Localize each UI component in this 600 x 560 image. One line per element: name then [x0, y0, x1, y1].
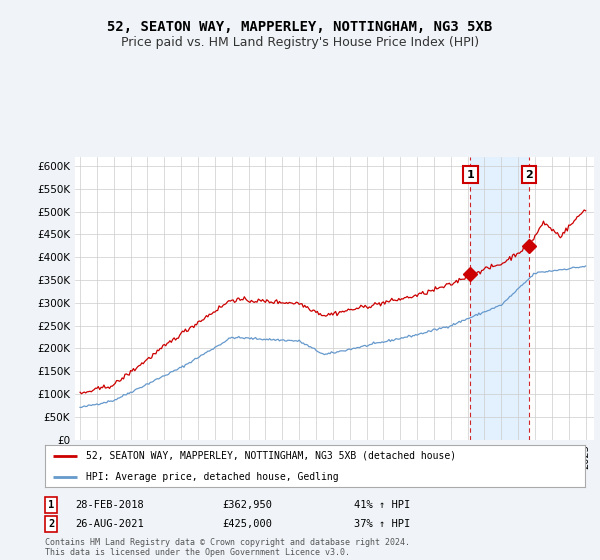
Text: 41% ↑ HPI: 41% ↑ HPI	[354, 500, 410, 510]
Text: 28-FEB-2018: 28-FEB-2018	[75, 500, 144, 510]
Bar	[470, 157, 529, 440]
Text: 2: 2	[525, 170, 533, 180]
Text: 2: 2	[48, 519, 54, 529]
Text: HPI: Average price, detached house, Gedling: HPI: Average price, detached house, Gedl…	[86, 472, 338, 482]
Text: 1: 1	[466, 170, 474, 180]
Text: Contains HM Land Registry data © Crown copyright and database right 2024.
This d: Contains HM Land Registry data © Crown c…	[45, 538, 410, 557]
Text: £425,000: £425,000	[222, 519, 272, 529]
Text: 1: 1	[48, 500, 54, 510]
Text: 52, SEATON WAY, MAPPERLEY, NOTTINGHAM, NG3 5XB: 52, SEATON WAY, MAPPERLEY, NOTTINGHAM, N…	[107, 20, 493, 34]
Text: 26-AUG-2021: 26-AUG-2021	[75, 519, 144, 529]
Text: 37% ↑ HPI: 37% ↑ HPI	[354, 519, 410, 529]
Text: Price paid vs. HM Land Registry's House Price Index (HPI): Price paid vs. HM Land Registry's House …	[121, 36, 479, 49]
Text: 52, SEATON WAY, MAPPERLEY, NOTTINGHAM, NG3 5XB (detached house): 52, SEATON WAY, MAPPERLEY, NOTTINGHAM, N…	[86, 451, 455, 461]
Text: £362,950: £362,950	[222, 500, 272, 510]
